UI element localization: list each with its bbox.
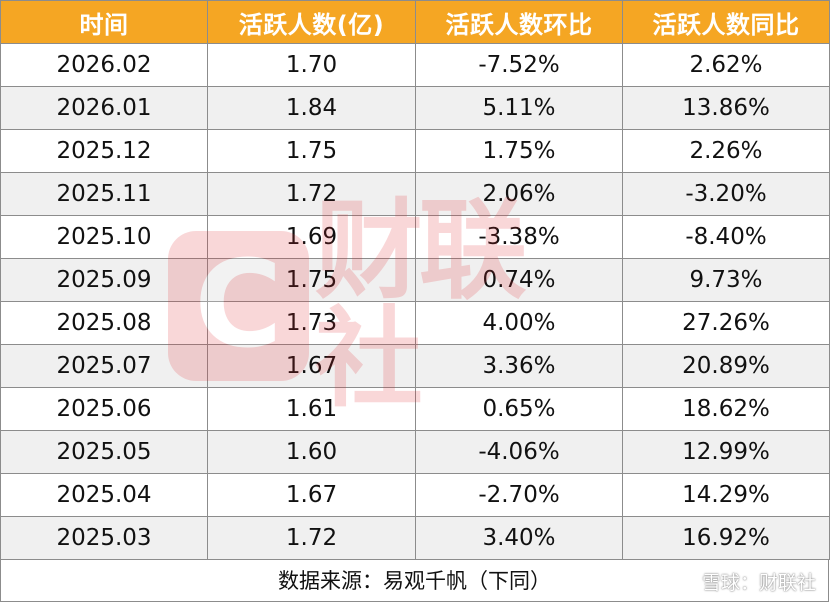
cell-mom: 2.06% — [415, 172, 623, 216]
table-row: 2026.01 1.84 5.11% 13.86% — [0, 86, 830, 130]
cell-yoy: 2.62% — [622, 43, 830, 87]
table-row: 2025.06 1.61 0.65% 18.62% — [0, 387, 830, 431]
cell-time: 2025.04 — [0, 473, 208, 517]
cell-mom: -7.52% — [415, 43, 623, 87]
snowball-icon — [676, 571, 697, 591]
cell-active-users: 1.60 — [207, 430, 416, 474]
cell-active-users: 1.72 — [207, 172, 416, 216]
cell-time: 2025.03 — [0, 516, 208, 560]
cell-yoy: 18.62% — [622, 387, 830, 431]
cell-yoy: 20.89% — [622, 344, 830, 388]
cell-active-users: 1.69 — [207, 215, 416, 259]
cell-mom: -2.70% — [415, 473, 623, 517]
table-header-row: 时间 活跃人数(亿) 活跃人数环比 活跃人数同比 — [0, 0, 830, 44]
cell-time: 2025.07 — [0, 344, 208, 388]
table-row: 2025.12 1.75 1.75% 2.26% — [0, 129, 830, 173]
snowball-watermark-text: 雪球：财联社 — [701, 571, 816, 594]
table-row: 2025.07 1.67 3.36% 20.89% — [0, 344, 830, 388]
cell-time: 2025.06 — [0, 387, 208, 431]
table-body: 2026.02 1.70 -7.52% 2.62% 2026.01 1.84 5.11% 13… — [0, 43, 830, 560]
cell-active-users: 1.61 — [207, 387, 416, 431]
cell-active-users: 1.67 — [207, 344, 416, 388]
table-row: 2026.02 1.70 -7.52% 2.62% — [0, 43, 830, 87]
header-active-users: 活跃人数(亿) — [207, 0, 416, 44]
table-row: 2025.08 1.73 4.00% 27.26% — [0, 301, 830, 345]
cell-yoy: 12.99% — [622, 430, 830, 474]
cell-time: 2025.05 — [0, 430, 208, 474]
cell-mom: 1.75% — [415, 129, 623, 173]
table-row: 2025.04 1.67 -2.70% 14.29% — [0, 473, 830, 517]
cell-mom: 5.11% — [415, 86, 623, 130]
cell-active-users: 1.75 — [207, 258, 416, 302]
cell-yoy: 9.73% — [622, 258, 830, 302]
cell-yoy: 14.29% — [622, 473, 830, 517]
cell-active-users: 1.75 — [207, 129, 416, 173]
cell-active-users: 1.84 — [207, 86, 416, 130]
cell-mom: -4.06% — [415, 430, 623, 474]
header-time: 时间 — [0, 0, 208, 44]
header-yoy: 活跃人数同比 — [622, 0, 830, 44]
cell-mom: 3.40% — [415, 516, 623, 560]
table-row: 2025.05 1.60 -4.06% 12.99% — [0, 430, 830, 474]
cell-mom: 0.65% — [415, 387, 623, 431]
cell-yoy: -3.20% — [622, 172, 830, 216]
cell-time: 2026.01 — [0, 86, 208, 130]
cell-time: 2025.12 — [0, 129, 208, 173]
cell-mom: 3.36% — [415, 344, 623, 388]
cell-active-users: 1.73 — [207, 301, 416, 345]
cell-yoy: 27.26% — [622, 301, 830, 345]
data-source-footer: 数据来源：易观千帆（下同） — [0, 559, 829, 602]
cell-mom: 0.74% — [415, 258, 623, 302]
cell-mom: -3.38% — [415, 215, 623, 259]
snowball-watermark: 雪球：财联社 — [676, 565, 816, 597]
cell-active-users: 1.72 — [207, 516, 416, 560]
cell-time: 2025.09 — [0, 258, 208, 302]
cell-active-users: 1.70 — [207, 43, 416, 87]
cell-yoy: 2.26% — [622, 129, 830, 173]
cell-time: 2025.08 — [0, 301, 208, 345]
cell-mom: 4.00% — [415, 301, 623, 345]
header-mom: 活跃人数环比 — [415, 0, 623, 44]
cell-yoy: 13.86% — [622, 86, 830, 130]
cell-time: 2025.10 — [0, 215, 208, 259]
table-row: 2025.09 1.75 0.74% 9.73% — [0, 258, 830, 302]
table-row: 2025.10 1.69 -3.38% -8.40% — [0, 215, 830, 259]
active-users-table: 时间 活跃人数(亿) 活跃人数环比 活跃人数同比 2026.02 1.70 -7.5… — [0, 0, 830, 560]
table-row: 2025.11 1.72 2.06% -3.20% — [0, 172, 830, 216]
cell-time: 2025.11 — [0, 172, 208, 216]
table-row: 2025.03 1.72 3.40% 16.92% — [0, 516, 830, 560]
cell-yoy: 16.92% — [622, 516, 830, 560]
cell-time: 2026.02 — [0, 43, 208, 87]
cell-yoy: -8.40% — [622, 215, 830, 259]
cell-active-users: 1.67 — [207, 473, 416, 517]
